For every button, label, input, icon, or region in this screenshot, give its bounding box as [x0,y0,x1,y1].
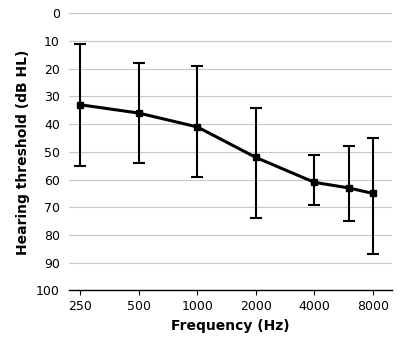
X-axis label: Frequency (Hz): Frequency (Hz) [171,319,290,333]
Y-axis label: Hearing threshold (dB HL): Hearing threshold (dB HL) [16,49,30,254]
